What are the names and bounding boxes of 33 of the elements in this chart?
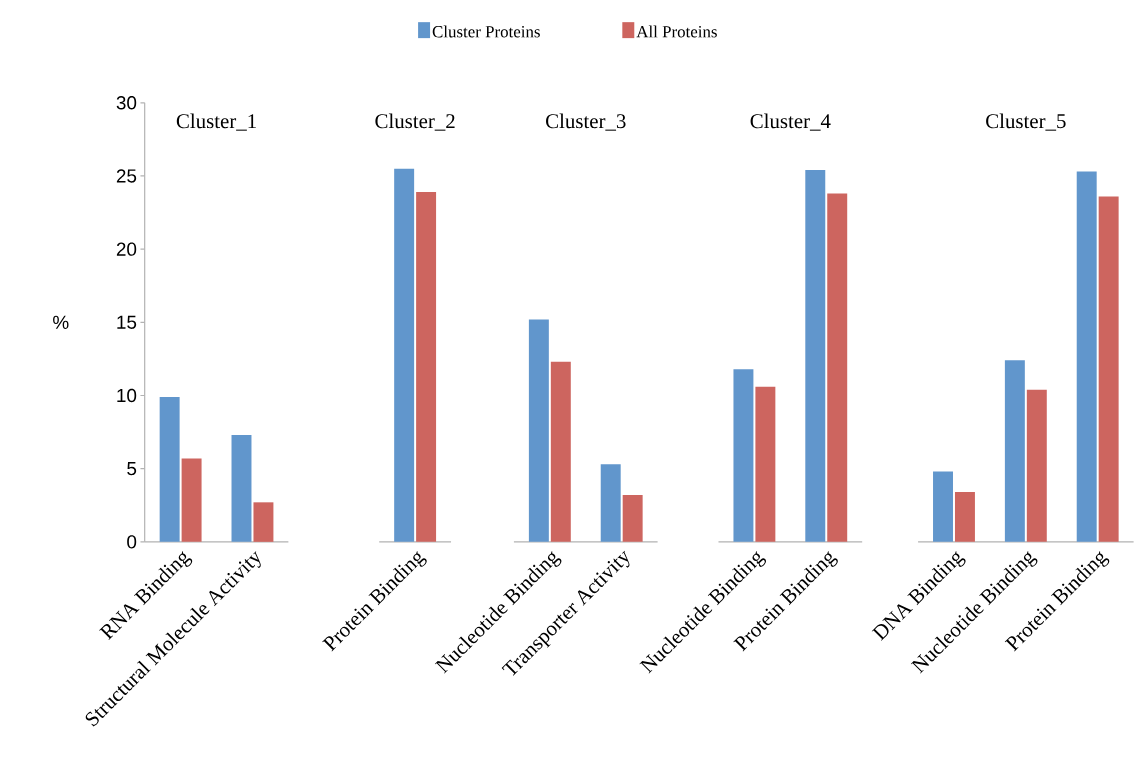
chart-title: Cluster_3 [546,113,626,131]
legend-label: All Proteins [636,25,717,38]
y-tick-label: 30 [116,95,137,110]
bar [231,434,252,542]
chart-title: Cluster_1 [176,113,256,131]
bar [1076,171,1097,542]
bar [805,169,826,542]
bar [1098,196,1119,542]
y-tick-label: 0 [127,534,137,549]
bar [528,319,549,542]
y-tick-label: 5 [127,461,137,476]
bar [1026,389,1047,542]
chart-title: Cluster_4 [750,113,831,131]
bar [1004,360,1025,542]
y-tick-label: 25 [116,169,137,183]
bar [159,396,180,542]
bar [733,368,754,542]
bar [550,361,571,542]
y-axis-title: % [53,315,69,329]
bar [755,386,776,542]
bar [827,193,848,542]
y-tick-label: 10 [117,388,137,402]
legend-label: Cluster Proteins [432,25,540,38]
chart-title: Cluster_5 [986,113,1066,131]
bar [622,494,643,542]
bar [181,458,202,542]
bar [253,502,274,542]
y-tick-label: 20 [116,242,137,256]
bar [600,464,621,542]
y-tick-label: 15 [117,315,137,329]
bar [933,471,953,542]
bar [954,491,975,542]
chart-title: Cluster_2 [375,113,455,131]
